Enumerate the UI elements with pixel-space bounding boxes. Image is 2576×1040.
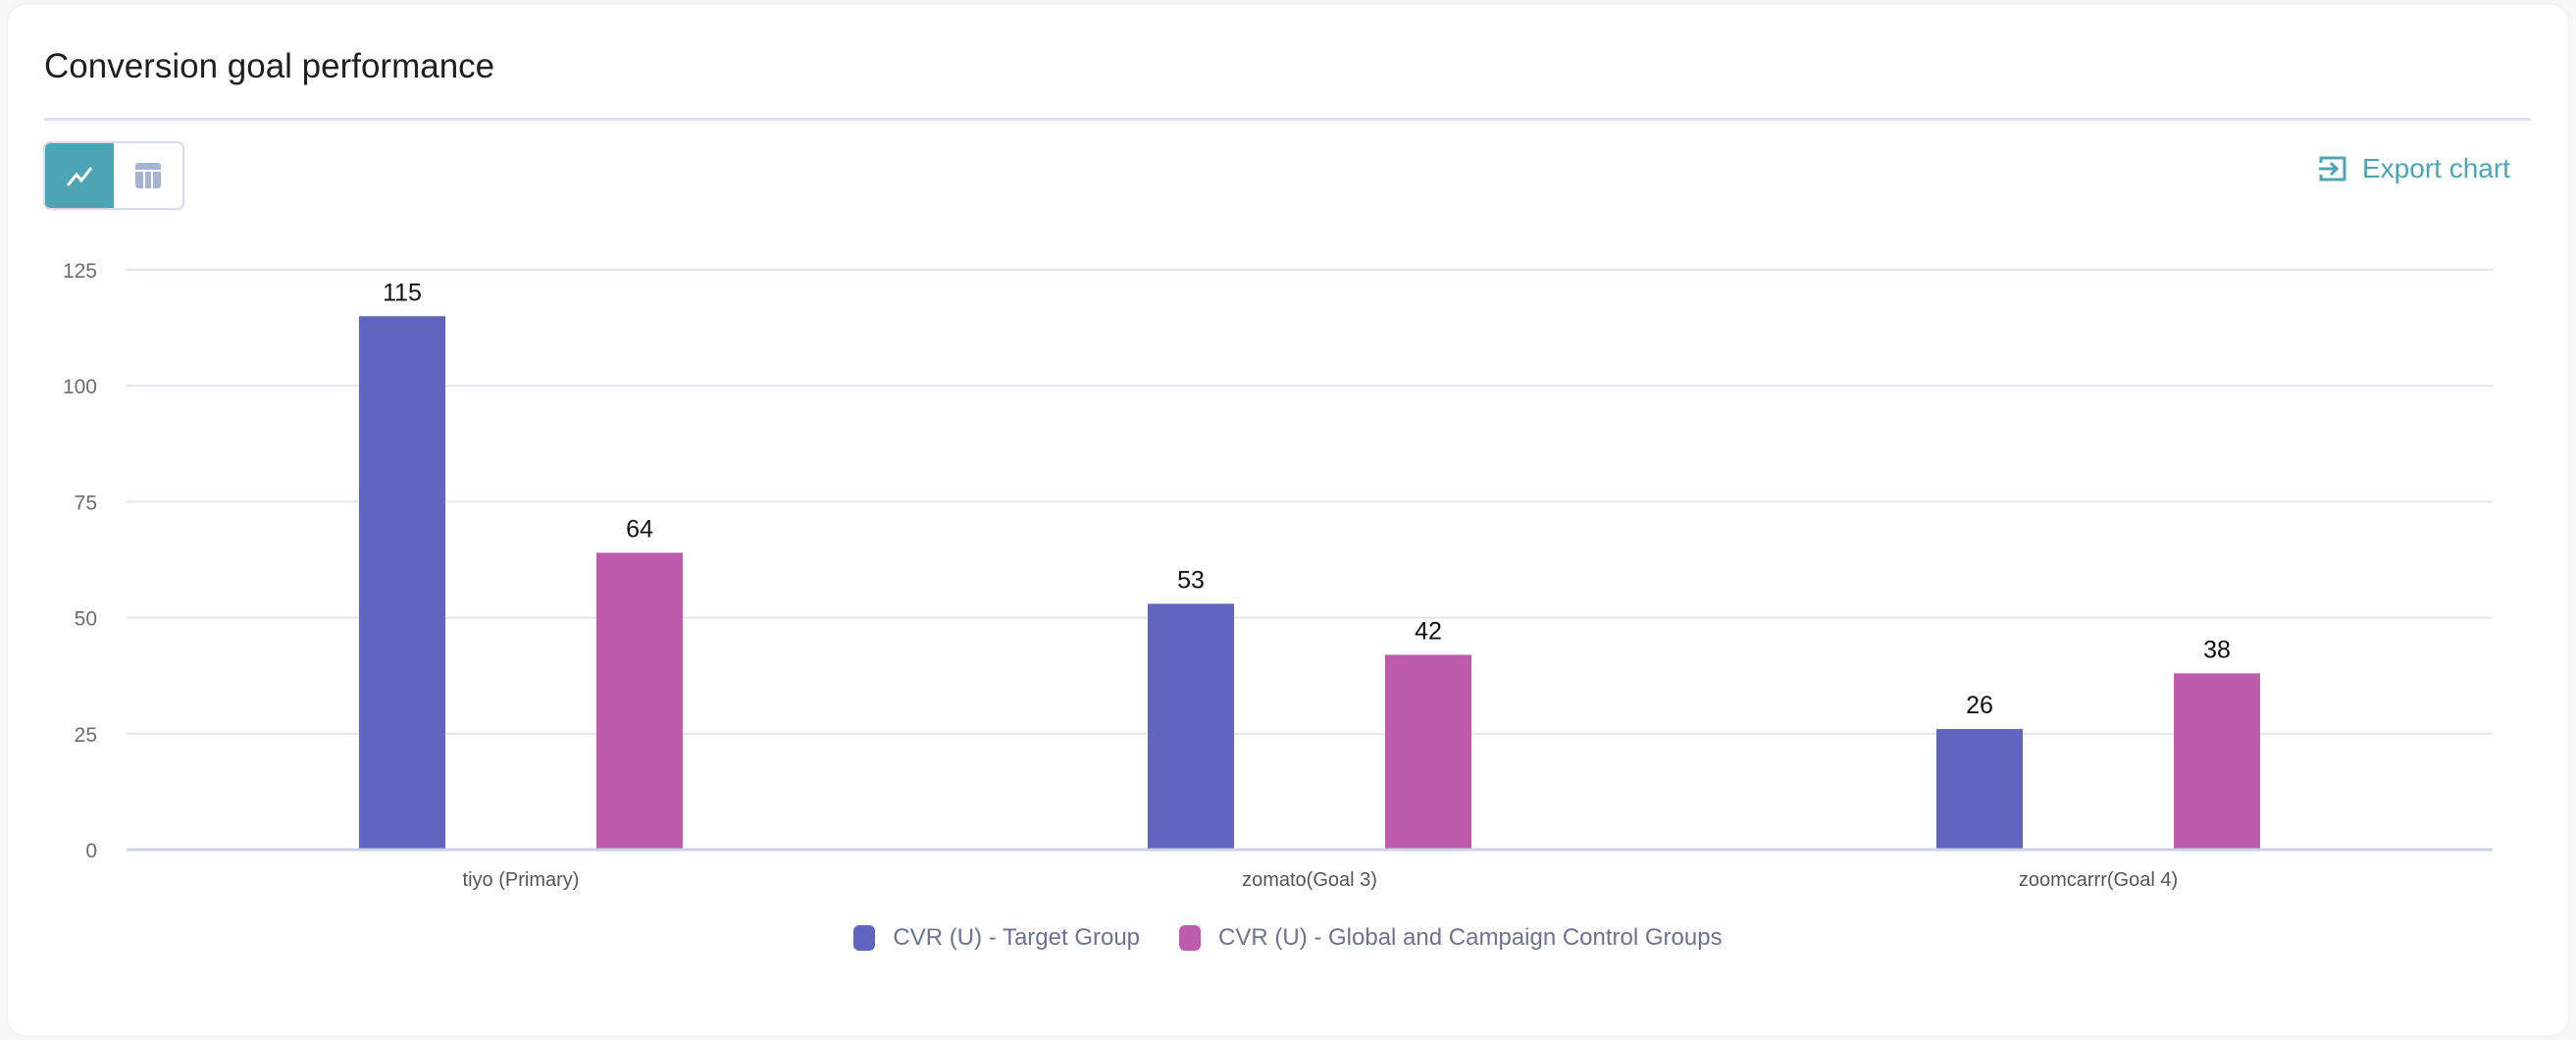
table-view-button[interactable] [114,143,182,208]
y-tick-label: 50 [75,608,97,631]
data-label: 53 [1177,566,1205,594]
x-tick-label: zoomcarrr(Goal 4) [2019,869,2178,891]
legend-item-control-groups[interactable]: CVR (U) - Global and Campaign Control Gr… [1179,924,1723,952]
table-icon [135,163,161,188]
data-label: 38 [2203,636,2231,663]
y-tick-label: 100 [63,376,97,398]
export-chart-button[interactable]: Export chart [2317,153,2510,184]
y-tick-label: 75 [75,492,97,514]
export-icon [2319,156,2346,182]
legend-label: CVR (U) - Target Group [893,924,1141,951]
data-label: 42 [1415,617,1442,645]
legend-item-target-group[interactable]: CVR (U) - Target Group [853,924,1140,952]
bar[interactable] [2174,673,2260,850]
bar[interactable] [359,316,445,850]
bar[interactable] [1385,654,1471,850]
chart-view-button[interactable] [45,143,114,208]
legend-swatch [853,925,876,951]
data-label: 26 [1966,692,1993,719]
x-tick-label: tiyo (Primary) [463,869,580,891]
legend-swatch [1179,925,1202,951]
view-toggle [43,141,184,210]
page-title: Conversion goal performance [44,47,495,85]
divider [44,118,2531,121]
data-label: 115 [383,279,422,306]
export-chart-label: Export chart [2362,153,2510,183]
bar[interactable] [1148,603,1234,850]
legend-label: CVR (U) - Global and Campaign Control Gr… [1218,924,1723,951]
y-tick-label: 125 [63,260,97,283]
y-tick-label: 0 [85,840,97,862]
bar[interactable] [1936,729,2023,850]
x-tick-label: zomato(Goal 3) [1242,869,1377,891]
y-tick-label: 25 [75,724,97,747]
legend: CVR (U) - Target Group CVR (U) - Global … [0,924,2576,952]
data-label: 64 [626,515,653,543]
line-chart-icon [66,167,93,186]
bar[interactable] [596,552,683,850]
